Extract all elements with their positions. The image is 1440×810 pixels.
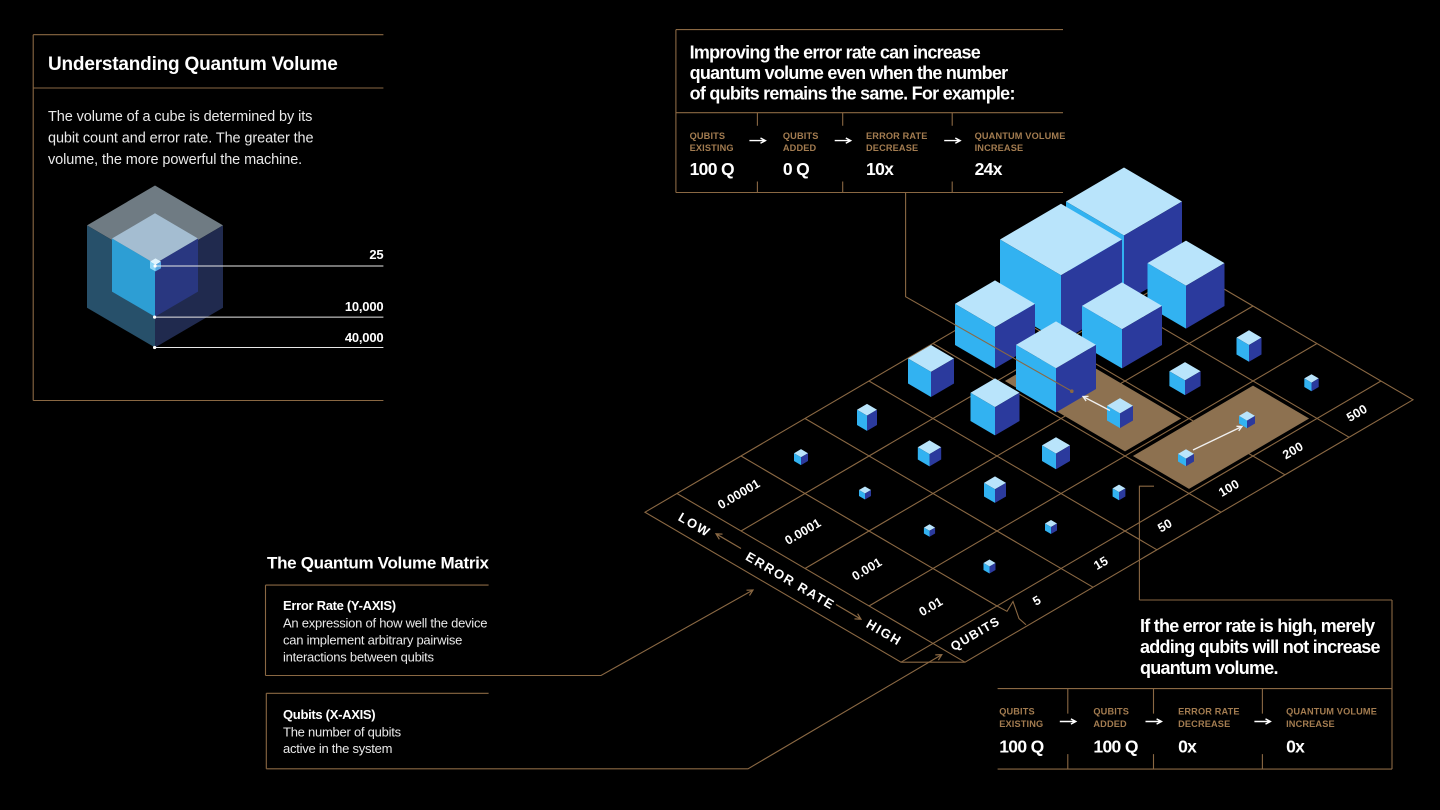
svg-text:15: 15 — [1091, 554, 1110, 573]
svg-text:100 Q: 100 Q — [1093, 737, 1137, 757]
svg-text:QUANTUM VOLUME: QUANTUM VOLUME — [1286, 707, 1377, 717]
svg-text:ADDED: ADDED — [783, 143, 817, 153]
svg-text:EXISTING: EXISTING — [690, 143, 734, 153]
svg-text:ERROR RATE: ERROR RATE — [1178, 707, 1240, 717]
svg-text:Understanding Quantum Volume: Understanding Quantum Volume — [48, 54, 338, 75]
svg-text:QUBITS: QUBITS — [690, 131, 726, 141]
svg-text:INCREASE: INCREASE — [1286, 719, 1335, 729]
svg-text:quantum volume even when the n: quantum volume even when the number — [690, 63, 1009, 83]
svg-text:0 Q: 0 Q — [783, 159, 809, 179]
svg-text:QUBITS: QUBITS — [999, 707, 1035, 717]
svg-text:QUANTUM VOLUME: QUANTUM VOLUME — [975, 131, 1066, 141]
svg-text:25: 25 — [369, 247, 383, 262]
svg-text:interactions between qubits: interactions between qubits — [283, 649, 435, 664]
svg-text:Qubits (X-AXIS): Qubits (X-AXIS) — [283, 707, 375, 722]
svg-text:DECREASE: DECREASE — [866, 143, 918, 153]
svg-text:50: 50 — [1155, 516, 1174, 535]
svg-text:40,000: 40,000 — [345, 330, 384, 345]
svg-text:DECREASE: DECREASE — [1178, 719, 1230, 729]
svg-text:ADDED: ADDED — [1093, 719, 1127, 729]
svg-text:quantum volume.: quantum volume. — [1140, 658, 1278, 678]
svg-text:INCREASE: INCREASE — [975, 143, 1024, 153]
svg-text:Error Rate (Y-AXIS): Error Rate (Y-AXIS) — [283, 598, 396, 613]
svg-text:An expression of how well the: An expression of how well the device — [283, 616, 487, 631]
svg-text:active in the system: active in the system — [283, 741, 392, 756]
svg-text:QUBITS: QUBITS — [1093, 707, 1129, 717]
svg-text:EXISTING: EXISTING — [999, 719, 1043, 729]
svg-text:The Quantum Volume Matrix: The Quantum Volume Matrix — [267, 554, 490, 573]
svg-text:If the error rate is high, mer: If the error rate is high, merely — [1140, 616, 1375, 636]
svg-text:The number of qubits: The number of qubits — [283, 724, 402, 739]
svg-text:0x: 0x — [1286, 737, 1305, 757]
svg-text:can implement arbitrary pairwi: can implement arbitrary pairwise — [283, 632, 462, 647]
svg-text:100 Q: 100 Q — [690, 159, 734, 179]
svg-text:10x: 10x — [866, 159, 894, 179]
svg-text:adding qubits will not increas: adding qubits will not increase — [1140, 637, 1381, 657]
svg-text:0x: 0x — [1178, 737, 1197, 757]
svg-text:24x: 24x — [975, 159, 1003, 179]
svg-text:10,000: 10,000 — [345, 299, 384, 314]
svg-text:of qubits remains the same. Fo: of qubits remains the same. For example: — [690, 83, 1015, 103]
svg-text:qubit count and error rate. Th: qubit count and error rate. The greater … — [48, 131, 313, 147]
svg-text:Improving the error rate can i: Improving the error rate can increase — [690, 42, 981, 62]
svg-text:100 Q: 100 Q — [999, 737, 1043, 757]
svg-text:ERROR RATE: ERROR RATE — [866, 131, 928, 141]
svg-text:QUBITS: QUBITS — [783, 131, 819, 141]
svg-text:volume, the more powerful the: volume, the more powerful the machine. — [48, 152, 302, 168]
svg-text:The volume of a cube is determ: The volume of a cube is determined by it… — [48, 109, 312, 125]
